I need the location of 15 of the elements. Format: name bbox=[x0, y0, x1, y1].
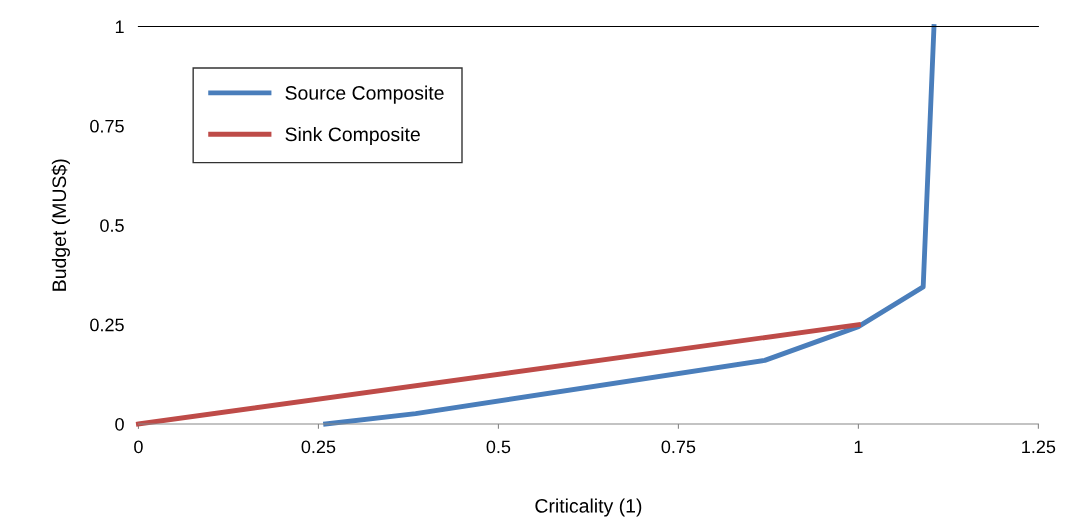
x-tick-label: 0.5 bbox=[486, 440, 511, 454]
x-tick-label: 1 bbox=[854, 440, 863, 454]
legend-label: Source Composite bbox=[285, 85, 444, 104]
x-tick-label: 1.25 bbox=[1022, 440, 1056, 454]
x-axis-title: Criticality (1) bbox=[535, 498, 642, 517]
y-tick-label: 0.75 bbox=[90, 119, 124, 133]
y-tick-label: 0 bbox=[115, 417, 124, 431]
x-tick-label: 0 bbox=[134, 440, 143, 454]
y-tick-label: 0.25 bbox=[90, 318, 124, 332]
x-tick-label: 0.75 bbox=[661, 440, 696, 454]
legend-label: Sink Composite bbox=[285, 126, 420, 146]
y-axis-title: Budget (MUS$) bbox=[51, 159, 70, 291]
x-tick-label: 0.25 bbox=[301, 440, 336, 454]
y-tick-label: 1 bbox=[115, 20, 124, 34]
y-tick-label: 0.5 bbox=[100, 219, 124, 232]
